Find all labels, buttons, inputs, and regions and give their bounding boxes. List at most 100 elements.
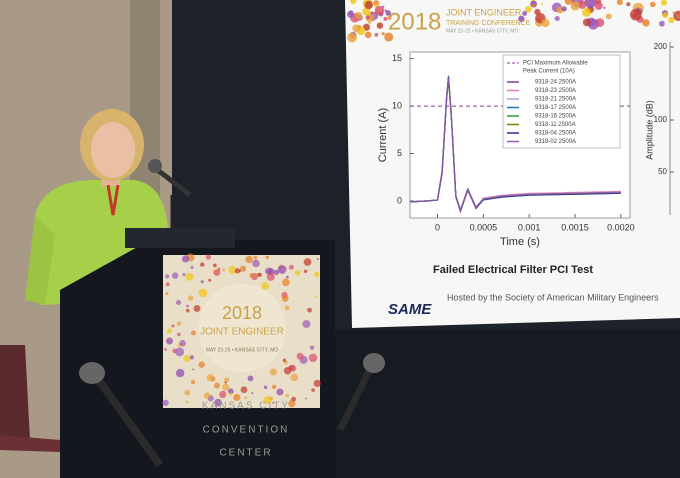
- dot: [313, 379, 321, 388]
- dot: [522, 11, 528, 16]
- dot: [165, 292, 169, 295]
- x-tick-label: 0.001: [518, 222, 541, 232]
- dot: [176, 321, 182, 326]
- dot: [224, 377, 230, 383]
- legend: [502, 54, 621, 149]
- legend-label: 9318-04 2500A: [535, 131, 576, 137]
- y-tick-label: 0: [397, 195, 402, 205]
- dot: [282, 278, 290, 287]
- dot: [642, 19, 650, 27]
- dot: [540, 3, 543, 6]
- dot: [205, 254, 212, 260]
- face: [91, 122, 135, 178]
- dot: [285, 393, 290, 398]
- dot: [554, 8, 557, 11]
- dot: [382, 5, 385, 8]
- dot: [190, 265, 194, 270]
- dot: [554, 15, 560, 22]
- dot: [171, 324, 175, 328]
- dot: [374, 5, 385, 16]
- dot: [269, 396, 274, 401]
- sign-decoration: [162, 253, 321, 408]
- dot: [162, 399, 169, 406]
- y-tick-label: 5: [397, 148, 402, 158]
- dot: [253, 255, 258, 260]
- dot: [277, 265, 287, 274]
- dot: [228, 265, 237, 274]
- dot: [350, 0, 357, 4]
- arm: [25, 215, 55, 305]
- x-tick-label: 0.0020: [607, 222, 635, 232]
- legend-label: PCI Maximum Allowable: [523, 61, 588, 67]
- dot: [175, 299, 182, 305]
- dot: [314, 271, 320, 277]
- dot: [672, 11, 675, 15]
- dot: [177, 332, 181, 337]
- slide-header: TRAINING CONFERENCE: [446, 20, 531, 27]
- dot: [364, 31, 372, 39]
- dot: [229, 392, 233, 396]
- dot: [302, 320, 311, 329]
- dot: [650, 1, 656, 8]
- microphone-head: [148, 159, 162, 173]
- dot: [384, 32, 394, 42]
- slide-year: 2018: [388, 8, 441, 35]
- decoration: [346, 0, 680, 43]
- dot: [658, 20, 665, 27]
- dot: [227, 388, 234, 395]
- dot: [524, 5, 532, 13]
- dot: [191, 330, 196, 336]
- dot: [184, 389, 191, 396]
- dot: [257, 272, 262, 277]
- dot: [214, 398, 222, 407]
- dot: [263, 385, 268, 389]
- dot: [233, 393, 241, 402]
- dot: [200, 262, 205, 267]
- series-line: [409, 77, 621, 213]
- dot: [175, 347, 185, 357]
- dot: [582, 18, 591, 27]
- chair-seat: [0, 435, 60, 452]
- dot: [314, 295, 317, 298]
- dot: [165, 282, 170, 287]
- dot: [305, 397, 308, 400]
- dot: [189, 355, 194, 360]
- dot: [676, 14, 680, 19]
- x-tick-label: 0.0015: [561, 222, 589, 232]
- dot: [285, 275, 289, 279]
- x-axis-label: Time (s): [500, 236, 540, 248]
- legend-label: 9318-17 2500A: [535, 105, 576, 111]
- dot: [276, 388, 284, 396]
- dot: [308, 353, 318, 363]
- dot: [603, 6, 606, 9]
- dot: [296, 352, 304, 360]
- dot: [309, 345, 315, 350]
- dot: [185, 273, 194, 281]
- dot: [222, 383, 230, 391]
- dot: [288, 264, 294, 270]
- dot: [198, 361, 205, 368]
- legend-label: 9318-11 2500A: [535, 122, 576, 128]
- y-tick-label: 15: [392, 53, 402, 63]
- legend-label: 9318-16 2500A: [535, 114, 576, 120]
- dot: [281, 295, 289, 302]
- dot: [208, 278, 212, 282]
- dot: [354, 11, 363, 20]
- legend-label: 9318-21 2500A: [535, 97, 576, 103]
- dot: [352, 24, 360, 33]
- dot: [165, 274, 170, 279]
- dot: [166, 337, 173, 345]
- laptop: [125, 228, 235, 248]
- dot: [219, 390, 227, 399]
- lanyard: [106, 184, 120, 216]
- dot: [181, 255, 190, 263]
- dot: [303, 269, 308, 274]
- dot: [192, 368, 195, 371]
- y-tick-label: 10: [392, 100, 402, 110]
- dot: [374, 3, 379, 8]
- sign-year: 2018: [222, 303, 262, 323]
- dot: [290, 373, 299, 382]
- dot: [245, 255, 253, 264]
- dot: [213, 269, 221, 277]
